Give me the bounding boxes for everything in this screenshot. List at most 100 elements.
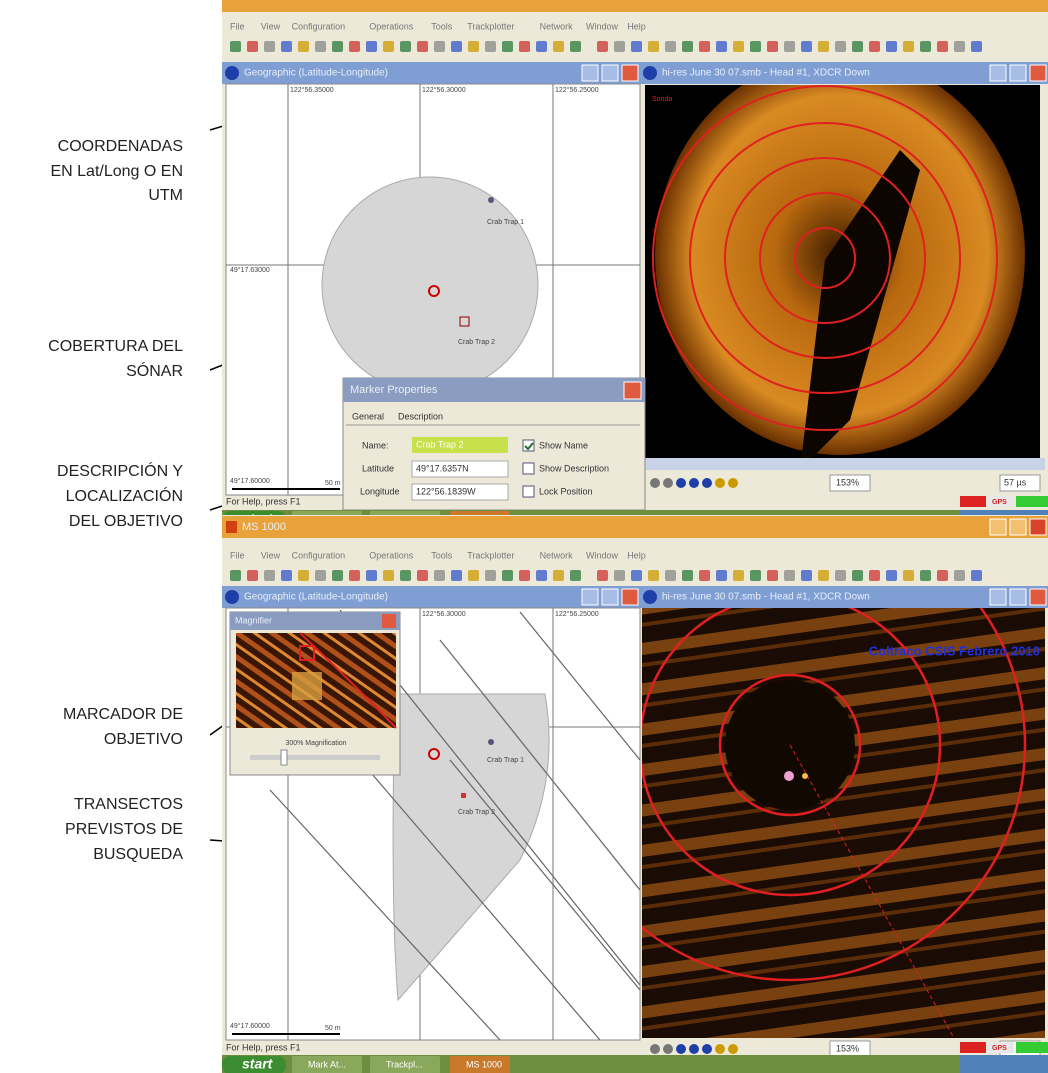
toolbar-icon[interactable] xyxy=(332,41,343,52)
toolbar-icon[interactable] xyxy=(247,570,258,581)
window-button[interactable] xyxy=(1029,64,1047,82)
toolbar-icon[interactable] xyxy=(801,41,812,52)
toolbar-icon[interactable] xyxy=(468,41,479,52)
taskbar-label[interactable]: start xyxy=(242,1056,274,1072)
toolbar-icon[interactable] xyxy=(451,570,462,581)
toolbar-icon[interactable] xyxy=(665,570,676,581)
toolbar-icon[interactable] xyxy=(716,41,727,52)
sonar-tool[interactable] xyxy=(676,478,686,488)
menu-item[interactable]: Tools xyxy=(431,550,453,560)
sonar-tool[interactable] xyxy=(676,1044,686,1054)
window-button[interactable] xyxy=(601,588,619,606)
taskbar-label[interactable]: Trackpl... xyxy=(386,1059,423,1069)
toolbar-icon[interactable] xyxy=(400,41,411,52)
window-button[interactable] xyxy=(382,614,396,628)
toolbar-icon[interactable] xyxy=(264,570,275,581)
toolbar-icon[interactable] xyxy=(597,570,608,581)
sonar-tool[interactable] xyxy=(689,1044,699,1054)
window-button[interactable] xyxy=(989,588,1007,606)
checkbox[interactable] xyxy=(522,485,535,498)
window-button[interactable] xyxy=(1029,588,1047,606)
toolbar-icon[interactable] xyxy=(417,41,428,52)
toolbar-icon[interactable] xyxy=(553,570,564,581)
checkbox[interactable] xyxy=(522,462,535,475)
sonar-tool[interactable] xyxy=(663,1044,673,1054)
toolbar-icon[interactable] xyxy=(886,41,897,52)
toolbar-icon[interactable] xyxy=(383,570,394,581)
toolbar-icon[interactable] xyxy=(349,570,360,581)
toolbar-icon[interactable] xyxy=(485,570,496,581)
sonar-tool[interactable] xyxy=(728,478,738,488)
toolbar-icon[interactable] xyxy=(536,570,547,581)
toolbar-icon[interactable] xyxy=(519,41,530,52)
menu-item[interactable]: View xyxy=(261,550,281,560)
toolbar-icon[interactable] xyxy=(869,41,880,52)
window-button[interactable] xyxy=(1009,518,1027,536)
slider[interactable] xyxy=(250,755,380,760)
window-button[interactable] xyxy=(1029,518,1047,536)
toolbar-icon[interactable] xyxy=(767,41,778,52)
checkbox[interactable] xyxy=(522,439,535,452)
toolbar-icon[interactable] xyxy=(954,41,965,52)
toolbar-icon[interactable] xyxy=(366,41,377,52)
toolbar-icon[interactable] xyxy=(332,570,343,581)
dialog-tab[interactable]: Description xyxy=(398,411,443,421)
toolbar-icon[interactable] xyxy=(298,570,309,581)
menu-item[interactable]: Trackplotter xyxy=(467,21,514,31)
menu-item[interactable]: Network xyxy=(540,21,574,31)
menu-item[interactable]: Window xyxy=(586,550,619,560)
toolbar-icon[interactable] xyxy=(716,570,727,581)
taskbar-button[interactable] xyxy=(222,1056,286,1073)
sonar-tool[interactable] xyxy=(728,1044,738,1054)
toolbar-icon[interactable] xyxy=(699,570,710,581)
field-value[interactable]: 122°56.1839W xyxy=(416,486,476,496)
menu-item[interactable]: File xyxy=(230,21,245,31)
toolbar-icon[interactable] xyxy=(903,41,914,52)
menu-item[interactable]: File xyxy=(230,550,245,560)
toolbar-icon[interactable] xyxy=(920,570,931,581)
taskbar-label[interactable]: Mark At... xyxy=(308,1059,346,1069)
toolbar-icon[interactable] xyxy=(349,41,360,52)
window-button[interactable] xyxy=(581,64,599,82)
sonar-tool[interactable] xyxy=(663,478,673,488)
toolbar-icon[interactable] xyxy=(631,570,642,581)
sonar-tool[interactable] xyxy=(702,478,712,488)
taskbar-button[interactable] xyxy=(450,1056,510,1073)
toolbar-icon[interactable] xyxy=(733,41,744,52)
toolbar-icon[interactable] xyxy=(570,41,581,52)
toolbar-icon[interactable] xyxy=(536,41,547,52)
toolbar-icon[interactable] xyxy=(818,570,829,581)
toolbar-icon[interactable] xyxy=(614,570,625,581)
toolbar-icon[interactable] xyxy=(366,570,377,581)
window-button[interactable] xyxy=(989,518,1007,536)
menu-item[interactable]: Window xyxy=(586,21,619,31)
toolbar-icon[interactable] xyxy=(230,570,241,581)
toolbar-icon[interactable] xyxy=(954,570,965,581)
sonar-tool[interactable] xyxy=(650,478,660,488)
toolbar-icon[interactable] xyxy=(937,570,948,581)
toolbar-icon[interactable] xyxy=(570,570,581,581)
toolbar-icon[interactable] xyxy=(920,41,931,52)
window-button[interactable] xyxy=(989,64,1007,82)
toolbar-icon[interactable] xyxy=(903,570,914,581)
window-button[interactable] xyxy=(601,64,619,82)
menu-item[interactable]: Operations xyxy=(369,21,414,31)
toolbar-icon[interactable] xyxy=(247,41,258,52)
toolbar-icon[interactable] xyxy=(801,570,812,581)
menu-item[interactable]: Help xyxy=(627,550,646,560)
toolbar-icon[interactable] xyxy=(733,570,744,581)
taskbar-label[interactable]: MS 1000 xyxy=(466,1059,502,1069)
toolbar-icon[interactable] xyxy=(315,570,326,581)
toolbar-icon[interactable] xyxy=(631,41,642,52)
toolbar-icon[interactable] xyxy=(648,570,659,581)
taskbar-button[interactable] xyxy=(370,1056,440,1073)
window-button[interactable] xyxy=(1009,64,1027,82)
dialog-tab[interactable]: General xyxy=(352,411,384,421)
toolbar-icon[interactable] xyxy=(750,41,761,52)
toolbar-icon[interactable] xyxy=(230,41,241,52)
taskbar-button[interactable] xyxy=(292,1056,362,1073)
toolbar-icon[interactable] xyxy=(434,41,445,52)
toolbar-icon[interactable] xyxy=(835,570,846,581)
toolbar-icon[interactable] xyxy=(519,570,530,581)
toolbar-icon[interactable] xyxy=(315,41,326,52)
